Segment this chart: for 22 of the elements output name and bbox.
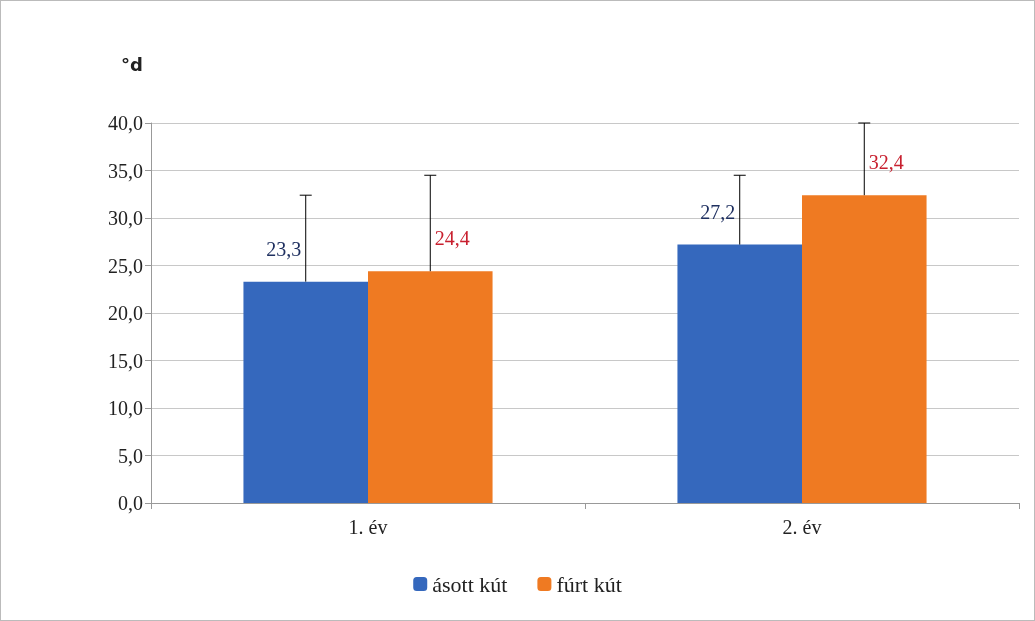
- legend-label: ásott kút: [432, 571, 508, 597]
- y-tick-label: 10,0: [108, 397, 143, 419]
- y-tick-label: 20,0: [108, 302, 143, 324]
- y-axis-title: °d: [121, 53, 143, 75]
- y-tick-label: 30,0: [108, 207, 143, 229]
- x-tick-label: 2. év: [782, 516, 822, 538]
- data-label: 27,2: [700, 200, 736, 223]
- y-tick-label: 25,0: [108, 254, 143, 277]
- y-tick-label: 5,0: [118, 444, 143, 467]
- data-label: 23,3: [266, 237, 302, 260]
- legend-label: fúrt kút: [556, 571, 622, 597]
- bar: [368, 271, 493, 503]
- bar: [243, 281, 368, 503]
- data-label: 24,4: [434, 227, 470, 250]
- x-tick-label: 1. év: [348, 516, 388, 538]
- bar: [802, 195, 927, 503]
- bar: [677, 244, 802, 503]
- y-tick-label: 35,0: [108, 159, 143, 182]
- y-tick-label: 0,0: [118, 492, 143, 514]
- data-label: 32,4: [868, 151, 904, 174]
- y-tick-label: 40,0: [108, 112, 143, 134]
- y-tick-label: 15,0: [108, 349, 143, 372]
